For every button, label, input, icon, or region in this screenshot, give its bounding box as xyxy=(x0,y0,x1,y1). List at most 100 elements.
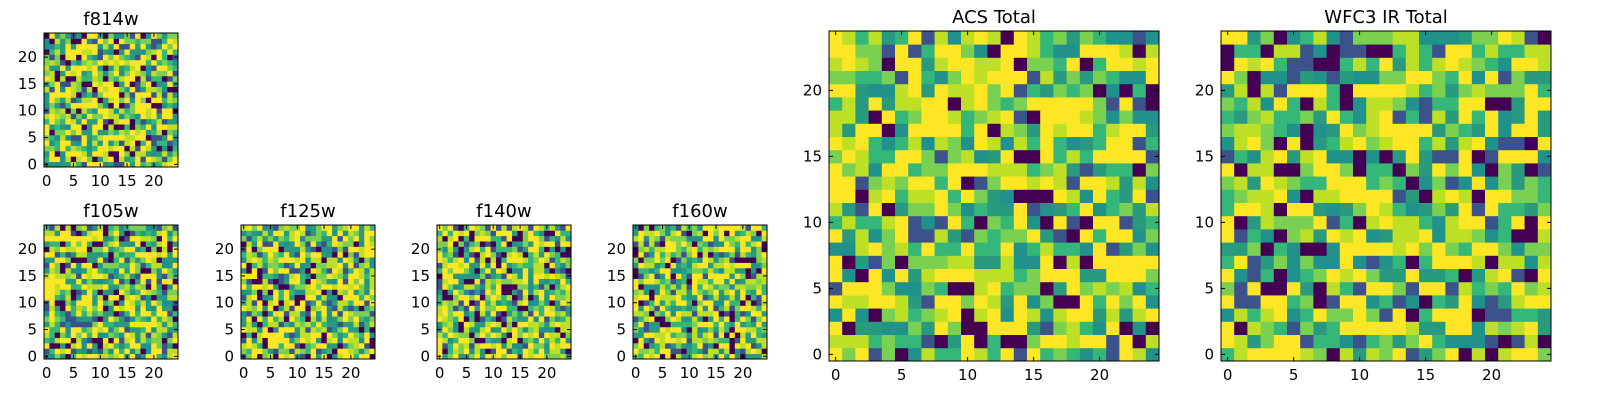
heatmap-cell xyxy=(1445,57,1459,71)
heatmap-cell xyxy=(1119,281,1133,296)
heatmap-cell xyxy=(161,33,168,39)
heatmap-cell xyxy=(70,278,77,285)
heatmap-cell xyxy=(1273,334,1288,349)
heatmap-cell xyxy=(326,251,333,258)
heatmap-cell xyxy=(1000,215,1015,230)
heatmap-cell xyxy=(691,230,698,237)
heatmap-cell xyxy=(310,251,317,258)
heatmap-cell xyxy=(65,262,72,269)
heatmap-cell xyxy=(713,251,720,258)
heatmap-cell xyxy=(495,257,502,263)
heatmap-cell xyxy=(670,267,677,274)
heatmap-cell xyxy=(868,308,883,322)
heatmap-cell xyxy=(463,283,470,290)
heatmap-cell xyxy=(135,54,141,61)
heatmap-cell xyxy=(458,273,465,279)
heatmap-cell xyxy=(549,326,556,333)
heatmap-cell xyxy=(65,75,72,82)
heatmap-cell xyxy=(1326,202,1341,217)
heatmap-cell xyxy=(44,113,50,120)
heatmap-cell xyxy=(1537,97,1552,111)
heatmap-cell xyxy=(156,59,163,66)
heatmap-cell xyxy=(681,257,687,263)
heatmap-cell xyxy=(257,251,263,258)
heatmap-cell xyxy=(961,229,975,243)
heatmap-cell xyxy=(1013,31,1028,45)
heatmap-cell xyxy=(479,332,486,338)
heatmap-cell xyxy=(750,310,757,317)
heatmap-cell xyxy=(161,129,168,136)
heatmap-cell xyxy=(262,300,269,306)
heatmap-cell xyxy=(458,348,465,355)
heatmap-cell xyxy=(868,334,883,349)
heatmap-cell xyxy=(1471,57,1486,71)
heatmap-cell xyxy=(638,326,645,333)
heatmap-cell xyxy=(842,97,856,111)
heatmap-cell xyxy=(829,215,843,230)
heatmap-cell xyxy=(724,321,730,328)
heatmap-cell xyxy=(501,321,508,328)
heatmap-cell xyxy=(485,246,491,253)
heatmap-cell xyxy=(1537,83,1552,98)
heatmap-cell xyxy=(1145,295,1160,309)
heatmap-cell xyxy=(724,283,730,290)
heatmap-cell xyxy=(140,140,147,146)
heatmap-cell xyxy=(1392,110,1407,124)
heatmap-cell xyxy=(1511,334,1525,349)
heatmap-cell xyxy=(750,300,757,306)
heatmap-cell xyxy=(167,59,174,66)
heatmap-cell xyxy=(1247,189,1261,203)
heatmap-cell xyxy=(560,326,567,333)
heatmap-cell xyxy=(740,241,746,247)
heatmap-cell xyxy=(60,337,66,344)
heatmap-cell xyxy=(512,337,518,344)
heatmap-cell xyxy=(129,262,136,269)
heatmap-cell xyxy=(750,283,757,290)
heatmap-cell xyxy=(565,294,572,301)
heatmap-cell xyxy=(501,353,508,360)
heatmap-cell xyxy=(369,305,376,312)
heatmap-cell xyxy=(76,102,82,109)
heatmap-cell xyxy=(129,278,136,285)
heatmap-cell xyxy=(1419,163,1433,177)
heatmap-cell xyxy=(316,294,322,301)
heatmap-cell xyxy=(1485,83,1499,98)
heatmap-cell xyxy=(1000,57,1015,71)
heatmap-cell xyxy=(750,294,757,301)
heatmap-cell xyxy=(278,235,285,242)
heatmap-cell xyxy=(44,129,50,136)
heatmap-cell xyxy=(161,305,168,312)
heatmap-cell xyxy=(1471,281,1486,296)
heatmap-cell xyxy=(908,321,922,335)
heatmap-cell xyxy=(60,102,66,109)
heatmap-cell xyxy=(670,257,677,263)
heatmap-cell xyxy=(54,246,61,253)
heatmap-cell xyxy=(54,156,61,163)
heatmap-cell xyxy=(479,300,486,306)
heatmap-cell xyxy=(829,123,843,137)
heatmap-cell xyxy=(544,348,550,355)
heatmap-cell xyxy=(544,300,550,306)
heatmap-cell xyxy=(1392,215,1407,230)
heatmap-cell xyxy=(649,326,655,333)
heatmap-cell xyxy=(565,342,572,349)
heatmap-cell xyxy=(129,348,136,355)
heatmap-cell xyxy=(1066,136,1081,151)
heatmap-cell xyxy=(151,262,157,269)
heatmap-cell xyxy=(135,267,141,274)
heatmap-cell xyxy=(316,337,322,344)
heatmap-cell xyxy=(724,273,730,279)
heatmap-cell xyxy=(638,273,645,279)
x-tick-label: 10 xyxy=(484,364,503,382)
heatmap-cell xyxy=(1432,57,1446,71)
heatmap-cell xyxy=(60,262,66,269)
heatmap-cell xyxy=(1027,229,1041,243)
heatmap-cell xyxy=(697,326,704,333)
heatmap-cell xyxy=(326,321,333,328)
heatmap-cell xyxy=(670,348,677,355)
heatmap-cell xyxy=(1260,189,1275,203)
heatmap-cell xyxy=(70,230,77,237)
heatmap-cell xyxy=(842,242,856,256)
heatmap-cell xyxy=(369,321,376,328)
